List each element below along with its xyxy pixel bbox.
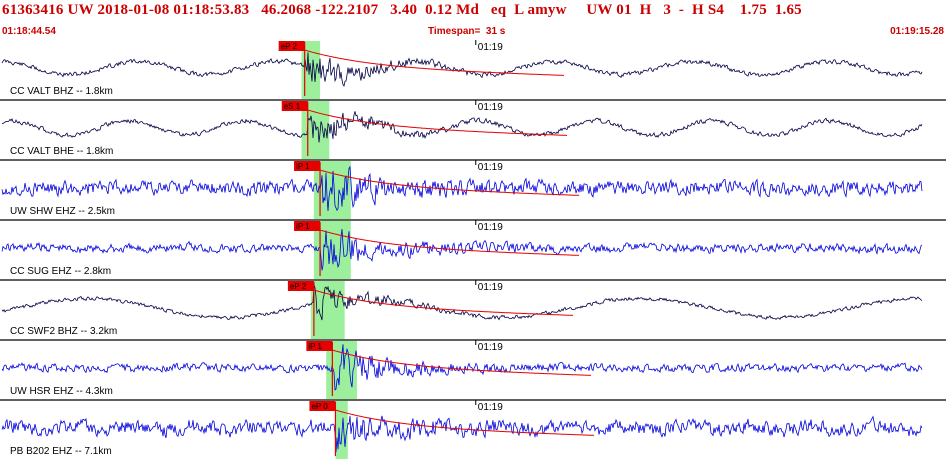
waveform-line [1,165,923,212]
event-header: 61363416 UW 2018-01-08 01:18:53.83 46.20… [0,0,946,40]
channel-label: CC SWF2 BHZ -- 3.2km [10,326,117,337]
coda-curve [331,349,592,376]
pick-label: eS 1 [284,102,301,111]
channel-label: PB B202 EHZ -- 7.1km [10,446,112,457]
waveform-line [1,284,923,321]
minute-tick-label: 01:19 [478,282,503,293]
timespan-label: Timespan= 31 s [428,26,506,37]
trace-panel: 01:19 eP 0 PB B202 EHZ -- 7.1km [0,399,946,459]
pick-label: eP 2 [281,42,298,51]
pick-flag [281,101,308,111]
minute-tick-label: 01:19 [478,402,503,413]
minute-tick-label: 01:19 [478,222,503,233]
trace-panel: 01:19 eS 1 CC VALT BHE -- 1.8km [0,99,946,159]
minute-tick-label: 01:19 [478,342,503,353]
minute-tick-label: 01:19 [478,102,503,113]
coda-curve [307,109,567,136]
pick-label: iP 1 [296,222,310,231]
trace-panel: 01:19 iP 1 UW HSR EHZ -- 4.3km [0,339,946,399]
waveform-line [1,111,923,143]
pick-flag [294,161,321,171]
channel-label: UW HSR EHZ -- 4.3km [10,386,113,397]
pick-label: eP 2 [290,282,307,291]
waveform-line [1,52,923,87]
waveform-line [1,344,923,391]
pick-flag [306,341,333,351]
coda-curve [319,229,580,256]
pick-window [335,401,348,459]
pick-flag [278,41,305,51]
pick-label: eP 0 [311,402,328,411]
coda-curve [334,409,595,436]
waveform-line [1,415,923,453]
event-summary-title: 61363416 UW 2018-01-08 01:18:53.83 46.20… [2,2,802,18]
channel-label: CC VALT BHZ -- 1.8km [10,86,113,97]
pick-flag [287,281,314,291]
trace-panel: 01:19 iP 1 CC SUG EHZ -- 2.8km [0,219,946,279]
trace-panel: 01:19 eP 2 CC VALT BHZ -- 1.8km [1,40,923,99]
trace-panel: 01:19 eP 2 CC SWF2 BHZ -- 3.2km [0,279,946,339]
end-time-label: 01:19:15.28 [890,26,944,37]
pick-flag [294,221,321,231]
pick-window [310,281,345,339]
coda-curve [304,49,564,76]
coda-curve [313,289,574,316]
channel-label: UW SHW EHZ -- 2.5km [10,206,115,217]
channel-label: CC VALT BHE -- 1.8km [10,146,113,157]
waveform-line [1,228,923,271]
minute-tick-label: 01:19 [478,42,503,53]
coda-curve [319,169,580,196]
channel-label: CC SUG EHZ -- 2.8km [10,266,111,277]
pick-label: iP 1 [296,162,310,171]
start-time-label: 01:18:44.54 [2,26,56,37]
minute-tick-label: 01:19 [478,162,503,173]
pick-label: iP 1 [308,342,322,351]
pick-flag [309,401,336,411]
trace-panel: 01:19 iP 1 UW SHW EHZ -- 2.5km [0,159,946,219]
